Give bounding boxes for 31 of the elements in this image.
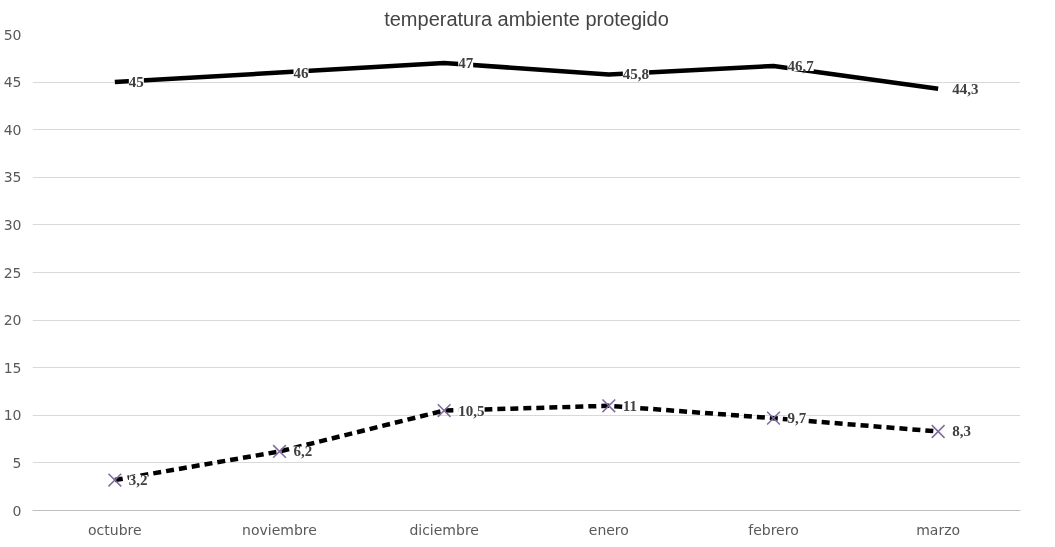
- y-tick-label: 20: [3, 312, 22, 329]
- y-tick-label: 0: [12, 502, 22, 519]
- data-label: 6,2: [293, 443, 313, 460]
- chart-title: temperatura ambiente protegido: [384, 7, 669, 30]
- x-tick-label: octubre: [88, 521, 142, 538]
- data-label: 46,7: [787, 57, 815, 74]
- y-tick-label: 35: [3, 169, 22, 186]
- x-tick-label: febrero: [748, 521, 799, 538]
- y-tick-label: 5: [12, 454, 22, 471]
- data-label: 9,7: [787, 410, 807, 427]
- line-series: [112, 60, 941, 92]
- y-tick-label: 50: [3, 26, 22, 43]
- data-label: 45,8: [622, 66, 650, 83]
- y-tick-label: 45: [3, 74, 22, 91]
- x-tick-label: marzo: [916, 521, 961, 538]
- y-tick-label: 25: [3, 264, 22, 281]
- x-tick-label: noviembre: [242, 521, 317, 538]
- x-tick-label: enero: [588, 521, 629, 538]
- data-label: 46: [293, 64, 309, 81]
- data-label: 3,2: [128, 472, 148, 489]
- data-label: 44,3: [952, 80, 979, 97]
- y-tick-label: 30: [3, 216, 22, 233]
- y-tick-label: 40: [3, 121, 22, 138]
- y-tick-label: 15: [3, 359, 22, 376]
- data-label: 47: [458, 55, 474, 72]
- data-label: 45: [128, 74, 144, 91]
- data-label: 10,5: [458, 402, 485, 419]
- y-tick-label: 10: [3, 407, 22, 424]
- data-label: 11: [622, 397, 638, 414]
- data-label: 8,3: [952, 423, 971, 440]
- x-tick-label: diciembre: [409, 521, 479, 538]
